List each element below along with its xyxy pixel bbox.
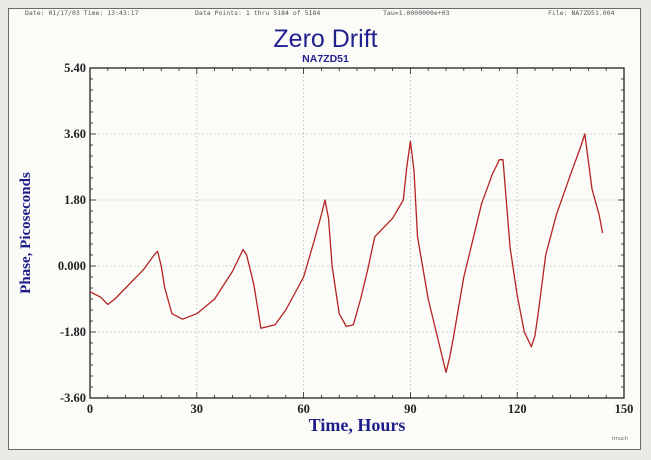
x-tick-label: 0 bbox=[87, 402, 93, 416]
y-tick-label: 5.40 bbox=[64, 61, 86, 75]
y-tick-label: 1.80 bbox=[64, 193, 86, 207]
y-tick-label: 3.60 bbox=[64, 127, 86, 141]
plot-area-border bbox=[90, 68, 624, 398]
x-axis-label: Time, Hours bbox=[309, 415, 406, 435]
phase-series-line bbox=[90, 134, 603, 372]
y-tick-label: -1.80 bbox=[60, 325, 86, 339]
x-tick-label: 150 bbox=[615, 402, 634, 416]
y-axis-label: Phase, Picoseconds bbox=[18, 172, 34, 294]
x-tick-label: 120 bbox=[508, 402, 527, 416]
y-tick-label: 0.000 bbox=[58, 259, 86, 273]
footer-mark: tmuch bbox=[612, 436, 628, 442]
x-tick-label: 30 bbox=[191, 402, 204, 416]
x-tick-label: 90 bbox=[404, 402, 417, 416]
x-tick-label: 60 bbox=[297, 402, 310, 416]
y-tick-label: -3.60 bbox=[60, 391, 86, 405]
